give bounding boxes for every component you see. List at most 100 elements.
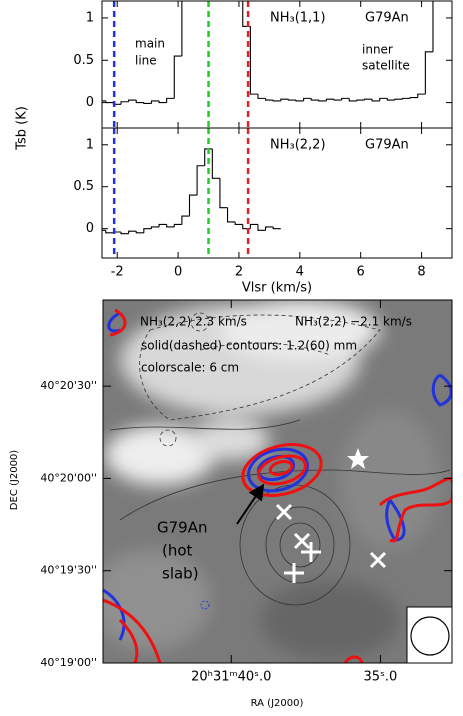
spectrum-channel xyxy=(417,93,426,98)
spectrum-channel xyxy=(120,232,129,235)
spectrum-channel xyxy=(135,231,144,234)
spectrum-channel xyxy=(120,101,129,105)
map-annotation: G79An xyxy=(157,519,207,537)
spectrum-channel xyxy=(158,223,167,227)
spectrum-channel xyxy=(105,230,114,234)
spectrum-channel xyxy=(348,98,357,102)
spectrum-channel xyxy=(166,97,175,103)
spectrum-channel xyxy=(166,224,175,228)
spectrum-channel xyxy=(424,51,433,95)
plot-frame xyxy=(101,127,453,259)
annotation: satellite xyxy=(362,59,410,73)
source-name: G79An xyxy=(365,11,409,26)
map-annotation: (hot xyxy=(162,542,193,560)
map-annotation: NH₃(2,2) 2.3 km/s xyxy=(140,315,247,329)
spectrum-channel xyxy=(379,97,388,101)
spectrum-channel xyxy=(173,55,182,99)
spectrum-channel xyxy=(394,98,403,101)
spectrum-channel xyxy=(128,99,137,102)
spectrum-channel xyxy=(333,99,342,101)
spectrum-channel xyxy=(280,98,289,101)
x-tick-label: 2 xyxy=(235,265,243,280)
spectrum-channel xyxy=(386,98,395,101)
spectrum-channel xyxy=(181,1,183,57)
x-tick-label: 20ʰ31ᵐ40ˢ.0 xyxy=(191,670,271,685)
spectrum-channel xyxy=(150,226,160,229)
spectrum-channel xyxy=(287,99,297,101)
spectrum-channel xyxy=(303,97,312,101)
plot-frame xyxy=(102,299,453,664)
x-axis-label: RA (J2000) xyxy=(251,698,304,709)
map-annotation: solid(dashed) contours: 1.2(60) mm xyxy=(141,339,357,353)
y-tick-label: 40°19'30'' xyxy=(40,564,97,577)
spectrum-channel xyxy=(265,98,274,101)
spectrum-channel xyxy=(234,221,243,226)
y-tick-label: 1 xyxy=(86,10,94,25)
y-axis-label: DEC (J2000) xyxy=(9,450,20,510)
x-tick-label: 0 xyxy=(174,265,182,280)
map-image xyxy=(103,300,452,663)
x-tick-label: 8 xyxy=(417,265,425,280)
map-annotation: NH₃(2,2) −2.1 km/s xyxy=(295,315,412,329)
arrow xyxy=(236,483,265,525)
spectrum-channel xyxy=(356,99,365,101)
spectrum-channel xyxy=(363,98,373,101)
y-tick-label: 0 xyxy=(86,95,94,110)
spectrum-channel xyxy=(249,223,258,229)
x-axis-label: Vlsr (km/s) xyxy=(242,281,312,296)
y-tick-label: 0.5 xyxy=(73,179,94,194)
spectrum-channel xyxy=(181,215,190,225)
annotation: line xyxy=(135,54,157,68)
annotation: main xyxy=(135,37,165,51)
spectrum xyxy=(102,148,281,235)
spectrum-channel xyxy=(401,97,411,100)
y-tick-label: 0 xyxy=(86,221,94,236)
line-title: NH₃(2,2) xyxy=(270,138,326,153)
spectrum-channel xyxy=(150,100,160,104)
spectrum-channel xyxy=(310,98,319,101)
y-tick-label: 40°20'00'' xyxy=(40,471,97,484)
y-tick-label: 40°20'30'' xyxy=(40,379,97,392)
spectrum-channel xyxy=(272,100,281,102)
x-tick-label: 4 xyxy=(296,265,304,280)
map-annotation: colorscale: 6 cm xyxy=(141,361,239,375)
map-annotation: slab) xyxy=(162,565,199,583)
spectrum-channel xyxy=(219,178,228,209)
y-tick-label: 1 xyxy=(86,137,94,152)
spectrum-channel xyxy=(265,226,274,231)
x-tick-label: 6 xyxy=(357,265,365,280)
spectrum-channel xyxy=(257,94,266,99)
spectrum-channel xyxy=(318,100,327,102)
y-tick-label: 40°19'00'' xyxy=(40,656,97,669)
spectrum-channel xyxy=(341,97,350,101)
spectrum-channel xyxy=(143,228,152,233)
spectrum-channel xyxy=(371,99,380,102)
spectrum-channel xyxy=(409,96,418,99)
spectrum-channel xyxy=(211,148,220,179)
x-tick-label: 35ˢ.0 xyxy=(364,670,398,685)
y-axis-label: Tsb (K) xyxy=(15,106,30,151)
spectrum-channel xyxy=(257,224,266,231)
spectrum-channel xyxy=(128,230,137,234)
spectrum-channel xyxy=(325,98,335,101)
spectrum-channel xyxy=(249,26,258,95)
y-tick-label: 0.5 xyxy=(73,53,94,68)
line-title: NH₃(1,1) xyxy=(270,11,326,26)
spectrum-channel xyxy=(188,194,198,217)
spectrum-channel xyxy=(295,100,304,102)
source-name: G79An xyxy=(365,138,409,153)
spectrum xyxy=(102,1,434,105)
spectrum-channel xyxy=(272,226,281,230)
spectrum-channel xyxy=(226,207,236,223)
spectrum-channel xyxy=(143,102,152,104)
annotation: inner xyxy=(362,43,393,57)
spectrum-channel xyxy=(432,1,434,52)
spectrum-channel xyxy=(196,165,205,196)
spectrum-channel xyxy=(135,100,144,104)
spectrum-channel xyxy=(158,100,167,104)
spectrum-channel xyxy=(173,223,182,227)
spectrum-channel xyxy=(204,148,213,166)
x-tick-label: -2 xyxy=(111,265,124,280)
